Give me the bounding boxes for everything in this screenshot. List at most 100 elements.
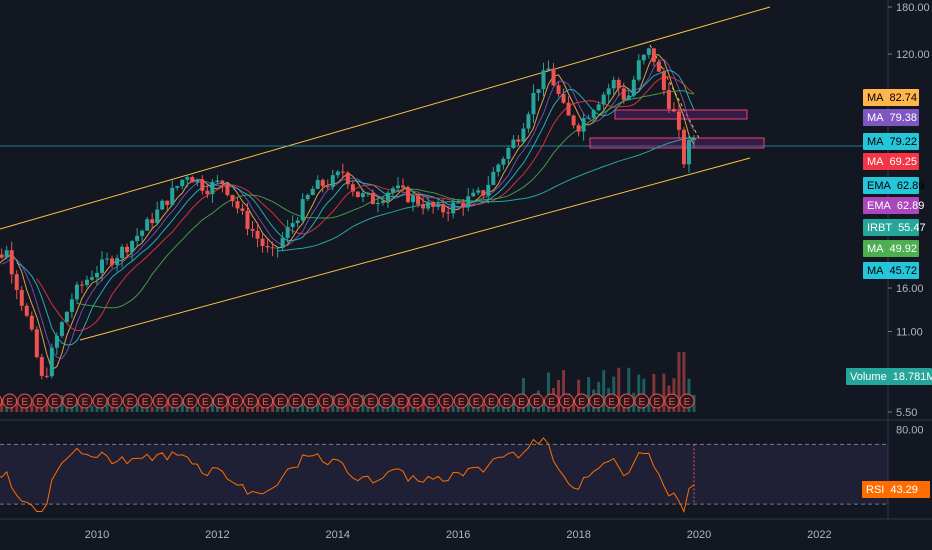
earnings-marker-label: E	[669, 397, 676, 408]
candle-body	[466, 196, 471, 207]
candle-body	[9, 250, 14, 275]
earnings-marker	[122, 393, 138, 409]
earnings-marker-label: E	[518, 397, 525, 408]
candle-body	[546, 68, 551, 71]
time-tick-label: 2010	[85, 529, 109, 541]
earnings-marker-label: E	[428, 397, 435, 408]
candle-body	[250, 229, 255, 231]
candle-body	[345, 172, 350, 185]
moving-average-line	[76, 90, 695, 309]
candle-body	[516, 139, 521, 142]
volume-bar	[436, 406, 440, 412]
indicator-badge: MA 79.22	[863, 133, 919, 150]
candle-body	[245, 210, 250, 230]
volume-bar	[256, 400, 260, 412]
candle-body	[616, 79, 621, 89]
moving-average-line	[1, 58, 695, 360]
earnings-marker-label: E	[262, 397, 269, 408]
indicator-badge-label: EMA	[867, 199, 891, 212]
candle-body	[385, 192, 390, 201]
indicator-badge-value: 69.25	[889, 155, 918, 168]
candle-body	[380, 200, 385, 203]
candle-body	[521, 128, 526, 142]
candle-body	[651, 48, 656, 62]
candle-body	[215, 180, 220, 182]
candle-body	[646, 48, 651, 55]
earnings-marker	[498, 393, 514, 409]
earnings-marker-label: E	[112, 397, 119, 408]
volume-bar	[165, 399, 169, 412]
candle-body	[150, 219, 155, 224]
earnings-marker	[333, 393, 349, 409]
indicator-badge-label: MA	[867, 242, 884, 255]
indicator-badge: MA 45.72	[863, 262, 919, 279]
earnings-marker	[137, 393, 153, 409]
indicator-badge: RSI 43.29	[862, 481, 930, 498]
earnings-marker	[574, 393, 590, 409]
volume-bar	[150, 406, 154, 412]
earnings-marker-label: E	[232, 397, 239, 408]
candle-body	[621, 88, 626, 100]
candle-body	[456, 202, 461, 204]
candle-body	[566, 102, 571, 116]
volume-bar	[637, 374, 641, 412]
candle-body	[486, 184, 491, 196]
earnings-marker-label: E	[353, 397, 360, 408]
volume-bar	[155, 404, 159, 412]
earnings-marker	[649, 393, 665, 409]
candle-body	[426, 201, 431, 209]
volume-bar	[572, 399, 576, 412]
earnings-marker	[468, 393, 484, 409]
earnings-marker-label: E	[578, 397, 585, 408]
candle-body	[370, 192, 375, 205]
candle-body	[496, 164, 501, 172]
candle-body	[656, 61, 661, 72]
candle-body	[681, 129, 686, 165]
channel-lower-line	[79, 157, 751, 341]
volume-bar	[95, 405, 99, 412]
earnings-marker	[544, 393, 560, 409]
candle-body	[451, 202, 456, 214]
candle-body	[125, 246, 130, 253]
earnings-marker-label: E	[368, 397, 375, 408]
volume-bar	[481, 403, 485, 412]
earnings-marker	[423, 393, 439, 409]
volume-bar	[466, 402, 470, 412]
candle-body	[365, 192, 370, 194]
candle-body	[601, 94, 606, 105]
candle-body	[24, 305, 29, 316]
earnings-marker	[197, 393, 213, 409]
candle-body	[105, 258, 110, 260]
candle-body	[115, 258, 120, 265]
moving-average-line	[36, 75, 695, 332]
earnings-marker-label: E	[157, 397, 164, 408]
candle-body	[110, 258, 115, 265]
indicator-badge-value: 82.74	[889, 91, 918, 104]
earnings-marker	[513, 393, 529, 409]
indicator-badge-label: MA	[867, 264, 884, 277]
earnings-marker-label: E	[217, 397, 224, 408]
candle-body	[165, 200, 170, 205]
volume-bar	[491, 404, 495, 412]
volume-bar	[557, 379, 561, 412]
earnings-marker	[0, 395, 3, 407]
volume-bar	[451, 405, 455, 412]
candle-body	[350, 184, 355, 192]
earnings-marker	[619, 393, 635, 409]
earnings-marker-label: E	[684, 397, 691, 408]
candle-body	[205, 190, 210, 194]
volume-bar	[195, 406, 199, 412]
earnings-marker-label: E	[608, 397, 615, 408]
candle-body	[29, 315, 34, 330]
volume-bar	[341, 406, 345, 412]
candle-body	[676, 111, 681, 130]
candle-body	[54, 335, 59, 348]
earnings-marker-label: E	[488, 397, 495, 408]
candle-body	[19, 289, 24, 306]
volume-bar	[421, 397, 425, 412]
candle-body	[561, 93, 566, 103]
volume-bar	[682, 352, 686, 412]
volume-bar	[15, 402, 19, 412]
volume-bar	[486, 403, 490, 412]
